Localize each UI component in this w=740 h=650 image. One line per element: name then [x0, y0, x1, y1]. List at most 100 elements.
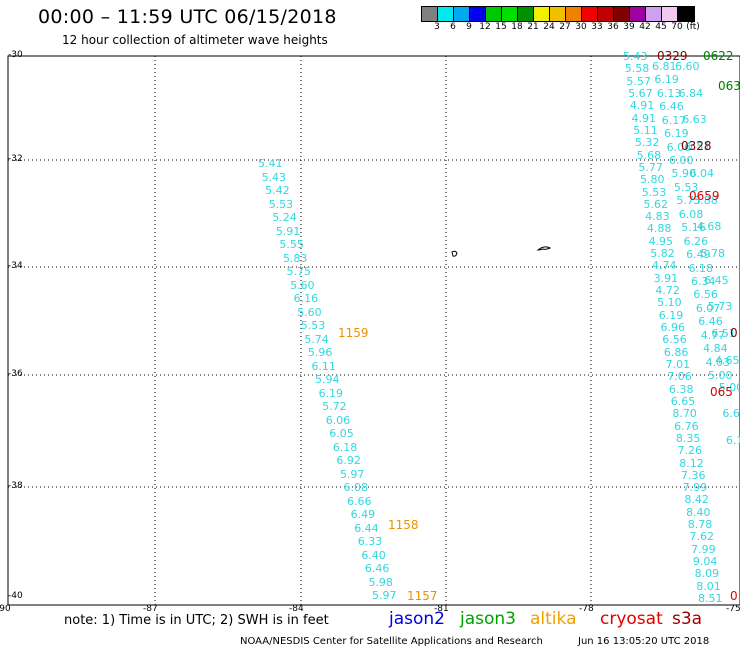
swh-value: 6.00	[669, 154, 694, 168]
swh-value: 4.72	[655, 284, 680, 298]
swh-value: 5.96	[307, 346, 333, 359]
swh-value: 5.53	[641, 185, 667, 199]
swh-value: 6.08	[343, 481, 369, 494]
satellite-legend-jason2: jason2	[389, 609, 445, 629]
latitude-label: -34	[8, 261, 23, 271]
track-time-label: 0329	[657, 49, 688, 63]
swh-value: 5.53	[268, 197, 294, 211]
map-frame	[7, 55, 740, 606]
swh-value: 7.06	[667, 370, 692, 384]
scale-label: 39	[623, 22, 635, 32]
scale-swatch	[422, 7, 438, 21]
longitude-label: -75	[726, 604, 740, 614]
swh-value: 5.32	[634, 136, 660, 150]
swh-value: 5.83	[282, 251, 308, 265]
swh-value: 5.57	[626, 74, 651, 88]
swh-value: 6.49	[686, 248, 711, 262]
swh-value: 6.46	[659, 100, 684, 114]
swh-value: 5.60	[297, 305, 322, 319]
scale-swatch	[454, 7, 470, 21]
swh-value: 5.43	[623, 50, 648, 63]
island-outline	[451, 250, 458, 257]
scale-swatch	[566, 7, 582, 21]
swh-value: 7.26	[677, 444, 703, 458]
swh-value: 6.19	[654, 73, 679, 87]
satellite-legend-altika: altika	[530, 609, 577, 629]
swh-value: 5.24	[272, 211, 297, 224]
swh-value: 5.75	[286, 265, 312, 278]
scale-label: 33	[591, 22, 603, 32]
scale-swatch	[646, 7, 662, 21]
swh-value: 5.53	[300, 319, 326, 332]
swh-value: 6.49	[350, 508, 376, 521]
swh-value: 6.19	[664, 127, 689, 141]
swh-value: 6.18	[688, 261, 714, 275]
longitude-label: -87	[143, 604, 158, 614]
scale-label: 24	[543, 22, 555, 32]
swh-value: 6.66	[347, 494, 372, 508]
swh-value: 5.72	[322, 400, 347, 413]
scale-swatch	[582, 7, 598, 21]
swh-value: 6.56	[662, 333, 687, 347]
track-time-label: 1159	[338, 326, 369, 340]
swh-value: 5.67	[628, 86, 653, 100]
swh-value: 6.06	[666, 140, 692, 154]
scale-label: 42	[639, 22, 651, 32]
swh-value: 8.78	[687, 518, 713, 532]
track-time-label: 0	[730, 589, 738, 603]
swh-value: 4.84	[703, 342, 728, 356]
swh-value: 5.80	[640, 173, 665, 187]
swh-value: 5.00	[718, 380, 740, 394]
swh-value: 5.16	[681, 221, 706, 235]
swh-value: 6.44	[354, 521, 379, 535]
swh-value: 6.84	[678, 86, 704, 100]
swh-value: 6.56	[693, 288, 718, 302]
credit-line: NOAA/NESDIS Center for Satellite Applica…	[240, 636, 543, 647]
latitude-label: -32	[8, 154, 23, 164]
swh-value: 6.46	[698, 315, 723, 329]
swh-value: 5.60	[290, 278, 315, 292]
swh-value: 5.73	[676, 194, 701, 208]
swh-value: 5.91	[275, 224, 301, 238]
longitude-label: -84	[289, 604, 304, 614]
scale-label: 36	[607, 22, 619, 32]
swh-value: 8.35	[675, 431, 701, 445]
swh-value: 7.99	[682, 481, 708, 495]
swh-value: 8.40	[686, 505, 711, 519]
swh-value: 5.97	[372, 589, 397, 602]
satellite-legend-cryosat: cryosat	[600, 609, 663, 629]
swh-value: 6.17	[661, 113, 687, 127]
swh-value: 5.77	[638, 160, 663, 174]
track-time-label: 1158	[388, 518, 419, 532]
swh-value: 5.00	[708, 369, 733, 382]
latitude-label: -40	[8, 591, 23, 601]
track-time-label: 0622	[703, 49, 734, 63]
swh-value: 4.91	[629, 99, 655, 113]
swh-value: 6.08	[678, 207, 704, 221]
swh-value: 6.51	[685, 140, 711, 154]
swh-value: 6.33	[357, 535, 383, 548]
swh-value: 6.96	[660, 321, 686, 334]
swh-value: 5.98	[368, 575, 393, 589]
swh-value: 5.58	[624, 62, 650, 76]
swh-value: 4.77	[700, 328, 726, 342]
swh-value: 6.06	[325, 413, 351, 427]
swh-value: 6.13	[656, 86, 682, 100]
swh-value: 6.05	[329, 427, 354, 440]
swh-value: 4.74	[651, 259, 677, 273]
swh-value: 8.09	[694, 567, 720, 581]
scale-swatch	[438, 7, 454, 21]
island-outline	[536, 246, 552, 251]
swh-value: 6.34	[690, 274, 716, 288]
swh-value: 5.11	[633, 123, 658, 137]
scale-label: 45	[655, 22, 667, 32]
swh-value: 6.07	[695, 301, 721, 315]
scale-label: 6	[450, 22, 456, 32]
swh-value: 5.74	[304, 332, 329, 346]
swh-value: 6.18	[332, 440, 358, 454]
swh-value: 5.68	[636, 148, 662, 162]
swh-value: 6.51	[711, 327, 736, 341]
swh-value: 6.81	[652, 60, 677, 73]
swh-value: 5.55	[279, 238, 304, 251]
scale-swatch	[470, 7, 486, 21]
